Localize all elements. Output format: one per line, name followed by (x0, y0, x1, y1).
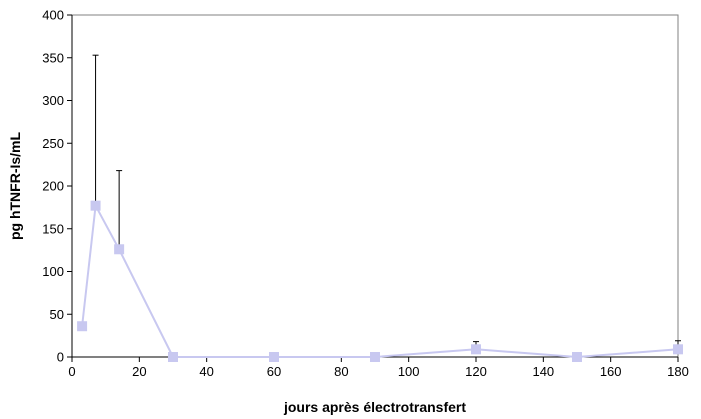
data-point (572, 352, 582, 362)
y-tick-label: 50 (50, 307, 64, 322)
y-tick-label: 150 (42, 221, 64, 236)
x-tick-label: 0 (68, 364, 75, 379)
data-point (370, 352, 380, 362)
data-point (77, 321, 88, 332)
x-tick-label: 160 (600, 364, 622, 379)
data-point (90, 200, 101, 211)
series-line (81, 202, 679, 359)
x-tick-label: 80 (334, 364, 348, 379)
y-tick-label: 250 (42, 136, 64, 151)
plot-area-frame (71, 14, 679, 358)
data-point (471, 344, 481, 355)
data-point (269, 352, 279, 362)
x-tick-label: 40 (199, 364, 213, 379)
x-tick-label: 140 (532, 364, 554, 379)
y-tick-label: 350 (42, 50, 64, 65)
data-point (114, 244, 125, 255)
y-tick-label: 100 (42, 264, 64, 279)
x-axis-title: jours après électrotransfert (283, 399, 466, 415)
y-tick-label: 300 (42, 93, 64, 108)
x-tick-label: 60 (267, 364, 281, 379)
x-tick-label: 100 (398, 364, 420, 379)
x-tick-label: 180 (667, 364, 689, 379)
series-lines (81, 202, 679, 359)
error-bars (79, 54, 681, 350)
data-markers (77, 200, 683, 362)
data-point (168, 352, 178, 362)
y-axis: 0 50 100 150 200 250 300 350 400 (42, 8, 73, 365)
x-tick-label: 120 (465, 364, 487, 379)
data-point (673, 344, 683, 355)
x-tick-label: 20 (132, 364, 146, 379)
y-tick-label: 200 (42, 179, 64, 194)
y-tick-label: 0 (57, 350, 64, 365)
y-tick-label: 400 (42, 8, 64, 23)
y-axis-title: pg hTNFR-Is/mL (7, 132, 23, 241)
